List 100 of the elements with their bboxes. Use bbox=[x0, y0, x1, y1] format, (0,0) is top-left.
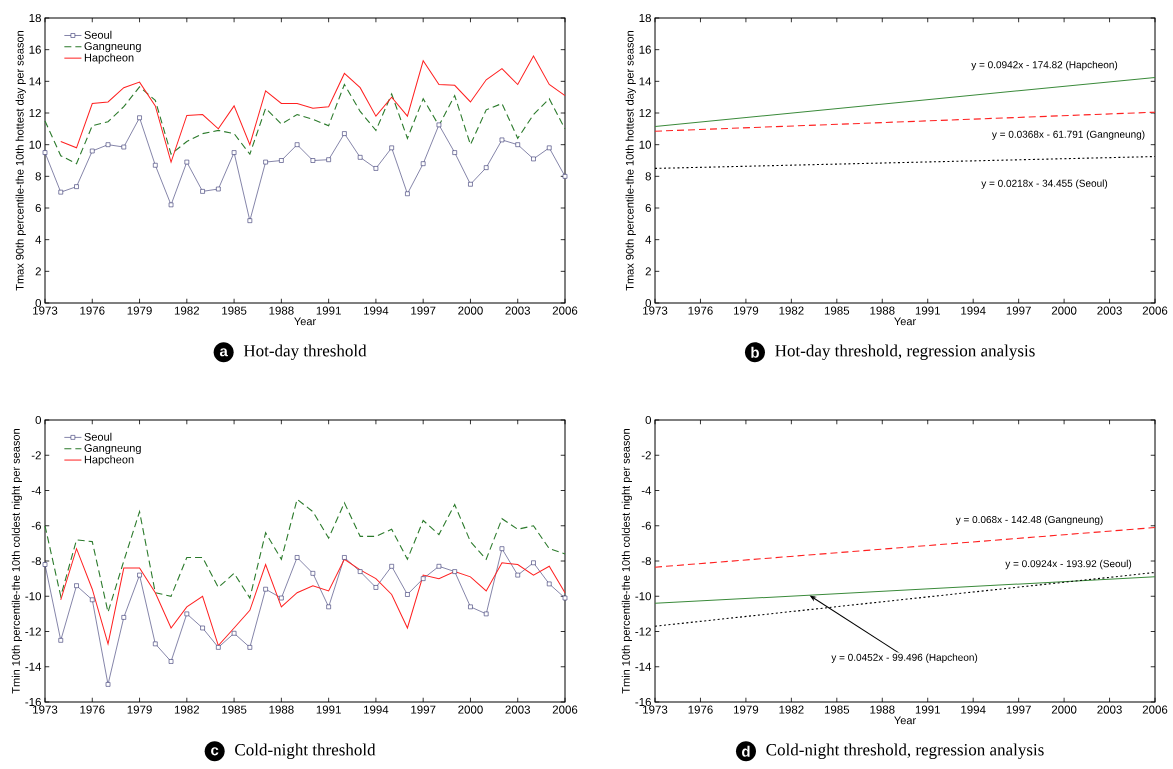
line-series bbox=[44, 498, 566, 613]
point bbox=[310, 571, 316, 576]
point bbox=[121, 144, 127, 150]
x-tick-label: 2000 bbox=[458, 306, 483, 315]
x-tick-label: 1991 bbox=[316, 705, 341, 714]
legend-label: Seoul bbox=[84, 30, 112, 39]
y-tick-label: -4 bbox=[31, 486, 42, 495]
text: a bbox=[219, 348, 228, 357]
y-tick-label: 0 bbox=[35, 415, 42, 425]
point bbox=[468, 181, 473, 187]
y-tick-label: 2 bbox=[645, 267, 651, 276]
point bbox=[58, 189, 64, 195]
y-tick-label: -6 bbox=[31, 521, 41, 530]
y-axis-title: Tmin 10th percentile-the 10th coldest night per season bbox=[11, 429, 22, 694]
x-tick-label: 1976 bbox=[688, 306, 713, 315]
point bbox=[89, 597, 95, 603]
point bbox=[405, 191, 410, 197]
x-tick-label: 1979 bbox=[734, 705, 759, 714]
point bbox=[216, 186, 221, 192]
annotation: y = 0.0452x - 99.496 (Hapcheon) bbox=[831, 653, 978, 663]
point bbox=[294, 142, 300, 147]
point bbox=[515, 142, 521, 147]
legend-label: Gangneung bbox=[84, 42, 141, 53]
point bbox=[342, 131, 347, 136]
y-tick-label: -4 bbox=[641, 486, 652, 495]
y-tick-label: 2 bbox=[35, 267, 41, 276]
y-tick-label: 14 bbox=[639, 77, 652, 86]
annotation: y = 0.0368x - 61.791 (Gangneung) bbox=[991, 130, 1145, 140]
point bbox=[373, 585, 379, 590]
point bbox=[499, 546, 505, 551]
y-tick-label: -12 bbox=[25, 627, 41, 636]
text: Hot-day threshold bbox=[243, 344, 367, 360]
y-tick-label: 10 bbox=[29, 140, 42, 149]
x-tick-label: 2006 bbox=[1142, 705, 1168, 714]
y-tick-label: 10 bbox=[639, 140, 652, 149]
x-tick-label: 1979 bbox=[734, 306, 759, 315]
y-tick-label: 12 bbox=[29, 108, 41, 118]
y-tick-label: -16 bbox=[635, 697, 651, 707]
y-tick-label: 4 bbox=[645, 235, 652, 244]
point bbox=[279, 595, 284, 601]
x-tick-label: 1997 bbox=[411, 306, 436, 315]
point bbox=[562, 174, 568, 179]
x-tick-label: 1991 bbox=[316, 306, 341, 315]
y-tick-label: 18 bbox=[29, 13, 41, 23]
y-tick-label: -14 bbox=[25, 662, 42, 671]
point bbox=[389, 564, 394, 569]
x-tick-label: 1985 bbox=[824, 306, 850, 315]
x-tick-label: 2003 bbox=[1097, 705, 1122, 714]
x-tick-label: 1988 bbox=[870, 306, 895, 315]
point bbox=[468, 604, 473, 610]
point bbox=[357, 155, 363, 160]
x-tick-label: 1985 bbox=[222, 306, 247, 315]
x-tick-label: 1973 bbox=[33, 705, 58, 714]
point bbox=[168, 659, 174, 664]
x-tick-label: 1985 bbox=[222, 705, 247, 714]
point bbox=[231, 150, 237, 155]
annotation: y = 0.0924x - 193.92 (Seoul) bbox=[1005, 559, 1132, 570]
point bbox=[105, 142, 111, 147]
x-tick-label: 2003 bbox=[505, 705, 530, 714]
y-tick-label: -8 bbox=[31, 556, 41, 566]
x-tick-label: 1982 bbox=[174, 306, 200, 315]
y-tick-label: -2 bbox=[641, 451, 651, 460]
point bbox=[137, 115, 142, 121]
point bbox=[483, 611, 489, 617]
x-tick-label: 2003 bbox=[1097, 306, 1122, 315]
y-tick-label: 14 bbox=[29, 77, 42, 86]
x-tick-label: 1988 bbox=[269, 306, 294, 315]
y-tick-label: -14 bbox=[635, 662, 652, 671]
y-tick-label: 8 bbox=[645, 172, 651, 181]
x-tick-label: 1979 bbox=[127, 705, 152, 714]
x-tick-label: 2006 bbox=[1142, 306, 1168, 315]
text: Cold-night threshold bbox=[235, 743, 376, 760]
point bbox=[420, 161, 426, 166]
point bbox=[531, 560, 536, 566]
text: c bbox=[211, 747, 219, 756]
y-tick-label: 16 bbox=[29, 45, 41, 54]
y-tick-label: -8 bbox=[641, 556, 651, 566]
x-tick-label: 2006 bbox=[552, 306, 578, 315]
point bbox=[499, 137, 505, 143]
x-axis-title: Year bbox=[294, 317, 316, 326]
x-tick-label: 1976 bbox=[80, 306, 105, 315]
point bbox=[184, 159, 190, 165]
point bbox=[263, 586, 268, 592]
x-tick-label: 1982 bbox=[174, 705, 200, 714]
point bbox=[42, 150, 48, 155]
x-tick-label: 1973 bbox=[643, 306, 668, 315]
x-tick-label: 1973 bbox=[643, 705, 668, 714]
point bbox=[357, 569, 363, 574]
point bbox=[546, 581, 552, 587]
y-tick-label: 16 bbox=[639, 45, 651, 54]
point bbox=[436, 564, 442, 569]
x-tick-label: 1982 bbox=[779, 306, 804, 315]
y-tick-label: 4 bbox=[35, 235, 42, 244]
point bbox=[200, 189, 205, 194]
point bbox=[263, 159, 268, 165]
x-tick-label: 1979 bbox=[127, 306, 152, 315]
line-series bbox=[44, 83, 566, 165]
y-tick-label: 18 bbox=[639, 13, 651, 23]
point bbox=[58, 638, 64, 643]
point bbox=[326, 157, 331, 163]
